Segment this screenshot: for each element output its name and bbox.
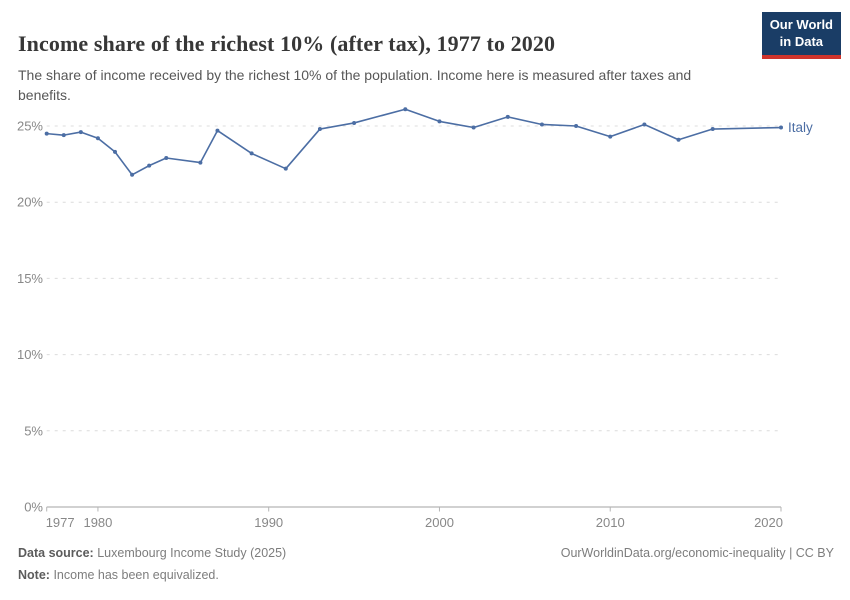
- data-point[interactable]: [574, 124, 579, 128]
- y-axis-tick-label: 15%: [17, 271, 43, 286]
- x-axis-tick-label: 2010: [596, 515, 625, 530]
- owid-logo-line2: in Data: [779, 33, 824, 49]
- data-point[interactable]: [215, 128, 220, 133]
- data-point[interactable]: [642, 122, 647, 127]
- x-axis-tick-label: 2020: [754, 515, 783, 530]
- note-text: Income has been equivalized.: [53, 567, 219, 582]
- data-point[interactable]: [317, 127, 322, 132]
- data-source-text: Luxembourg Income Study (2025): [97, 546, 287, 560]
- series-line: [46, 108, 782, 176]
- chart-note: Note: Income has been equivalized.: [18, 567, 834, 584]
- rights-link[interactable]: OurWorldinData.org/economic-inequality |…: [560, 546, 834, 560]
- owid-logo-line1: Our World: [769, 17, 833, 32]
- x-axis-tick-label: 1980: [83, 515, 112, 530]
- data-point[interactable]: [249, 151, 254, 156]
- data-point[interactable]: [437, 119, 442, 124]
- data-point[interactable]: [78, 130, 83, 135]
- data-point[interactable]: [608, 134, 613, 139]
- data-point[interactable]: [539, 122, 544, 127]
- data-point[interactable]: [147, 163, 152, 168]
- data-point[interactable]: [403, 107, 408, 112]
- data-point[interactable]: [710, 127, 715, 132]
- note-label: Note:: [18, 567, 50, 582]
- data-point[interactable]: [283, 166, 288, 171]
- data-point[interactable]: [198, 160, 203, 165]
- y-axis-tick-label: 10%: [17, 347, 43, 362]
- chart-canvas[interactable]: 0% 5% 10% 15% 20% 25% 1977 1980 1990 2000 2010 2020…: [0, 0, 850, 545]
- y-axis-tick-label: 0%: [24, 500, 43, 515]
- y-axis-tick-label: 5%: [24, 423, 43, 438]
- chart-subtitle: The share of income received by the rich…: [18, 67, 692, 103]
- data-point[interactable]: [61, 133, 66, 138]
- page-title: Income share of the richest 10% (after t…: [18, 30, 556, 56]
- data-point[interactable]: [164, 156, 169, 161]
- y-axis-tick-label: 25%: [17, 119, 43, 134]
- data-point[interactable]: [676, 137, 681, 142]
- y-axis-tick-label: 20%: [17, 195, 43, 210]
- data-point[interactable]: [471, 125, 476, 130]
- data-source-label: Data source:: [18, 546, 94, 560]
- data-source: Data source: Luxembourg Income Study (20…: [18, 545, 286, 562]
- data-point[interactable]: [505, 114, 510, 119]
- series-label[interactable]: Italy: [788, 120, 813, 135]
- x-axis-tick-label: 2000: [425, 515, 454, 530]
- data-point[interactable]: [95, 136, 100, 141]
- data-point[interactable]: [113, 149, 118, 154]
- data-point[interactable]: [779, 125, 783, 130]
- data-point[interactable]: [352, 120, 357, 125]
- data-point[interactable]: [130, 172, 135, 177]
- data-point[interactable]: [44, 131, 49, 136]
- chart-footer: Data source: Luxembourg Income Study (20…: [18, 545, 834, 584]
- x-axis-tick-label: 1990: [254, 515, 283, 530]
- owid-logo[interactable]: Our World in Data: [761, 12, 841, 59]
- x-axis-tick-label: 1977: [46, 515, 75, 530]
